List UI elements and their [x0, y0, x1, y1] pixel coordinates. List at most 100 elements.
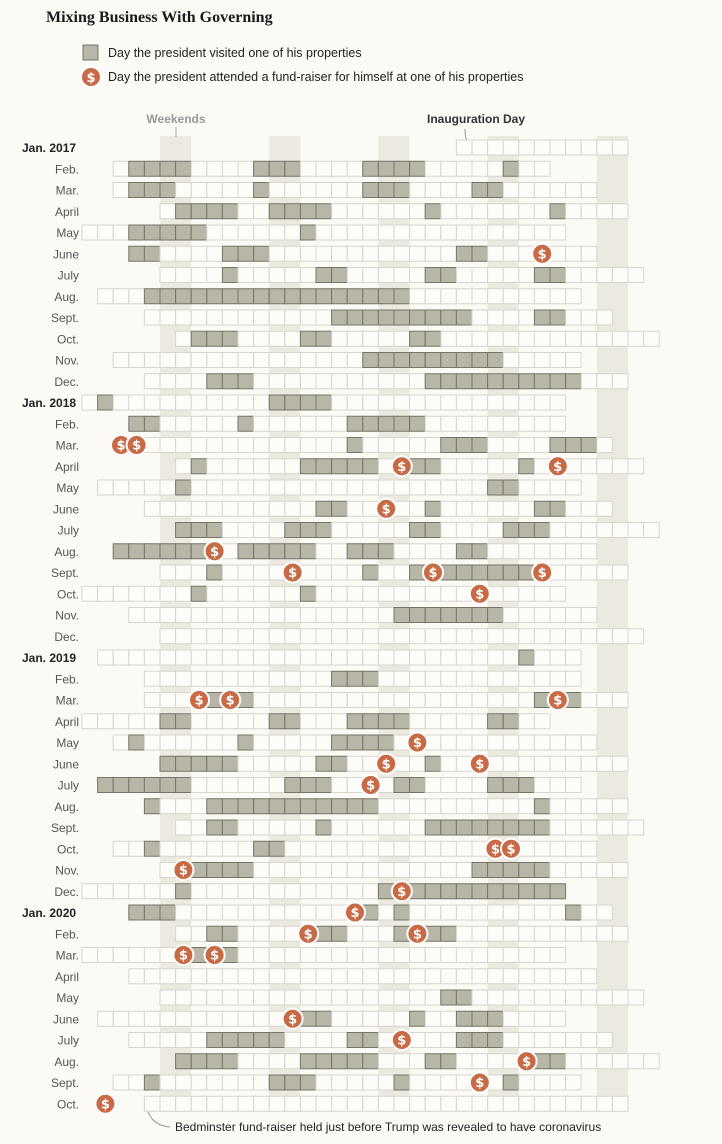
- day-cell: [409, 543, 426, 560]
- day-cell: [362, 713, 379, 730]
- day-cell: [440, 585, 457, 602]
- day-cell: [377, 352, 395, 368]
- month-label: July: [58, 1034, 79, 1048]
- month-row: July: [58, 267, 645, 283]
- day-cell: [253, 543, 270, 560]
- month-row: June: [53, 245, 598, 262]
- day-cell: [424, 862, 442, 878]
- day-cell: [299, 692, 317, 708]
- fundraiser-marker: $: [546, 455, 569, 478]
- day-cell: [268, 628, 286, 645]
- day-cell: [237, 458, 255, 475]
- day-cell: [487, 373, 504, 390]
- day-cell: [315, 394, 333, 411]
- day-cell: [331, 479, 348, 496]
- day-cell: [471, 883, 489, 900]
- day-cell: [362, 415, 379, 432]
- day-cell: [440, 352, 457, 368]
- day-cell: [549, 670, 567, 687]
- day-cell: [190, 352, 208, 368]
- dollar-icon: $: [366, 779, 375, 794]
- day-cell: [518, 458, 535, 475]
- month-label: Jan. 2018: [22, 396, 76, 410]
- day-cell: [596, 989, 613, 1006]
- day-cell: [221, 989, 239, 1006]
- day-cell: [580, 734, 598, 751]
- day-cell: [237, 883, 255, 900]
- day-cell: [533, 840, 551, 857]
- day-cell: [268, 713, 286, 730]
- day-cell: [471, 564, 489, 581]
- day-cell: [143, 1095, 161, 1112]
- day-cell: [487, 1010, 504, 1027]
- day-cell: [502, 500, 520, 517]
- day-cell: [299, 1095, 317, 1112]
- day-cell: [455, 1095, 473, 1112]
- day-cell: [533, 288, 551, 305]
- day-cell: [237, 522, 255, 538]
- day-cell: [455, 734, 473, 751]
- fundraiser-marker: $: [203, 540, 226, 563]
- month-row: May: [56, 224, 567, 241]
- day-cell: [190, 245, 208, 262]
- day-cell: [549, 925, 567, 942]
- fundraiser-marker: $: [406, 922, 429, 945]
- day-cell: [221, 862, 239, 878]
- day-cell: [487, 522, 504, 538]
- day-cell: [409, 692, 426, 708]
- day-cell: [393, 607, 411, 623]
- day-cell: [81, 713, 99, 730]
- day-cell: [159, 309, 177, 326]
- day-cell: [362, 1053, 379, 1070]
- day-cell: [549, 500, 567, 517]
- day-cell: [112, 224, 130, 241]
- day-cell: [315, 989, 333, 1006]
- day-cell: [190, 904, 208, 921]
- day-cell: [97, 394, 114, 411]
- day-cell: [237, 245, 255, 262]
- day-cell: [331, 925, 348, 942]
- day-cell: [533, 1032, 551, 1048]
- day-cell: [533, 394, 551, 411]
- day-cell: [362, 819, 379, 836]
- day-cell: [455, 543, 473, 560]
- day-cell: [424, 989, 442, 1006]
- day-cell: [518, 862, 535, 878]
- day-cell: [533, 777, 551, 793]
- month-label: Nov.: [55, 864, 79, 878]
- day-cell: [253, 798, 270, 815]
- day-cell: [284, 352, 301, 368]
- day-cell: [455, 840, 473, 857]
- day-cell: [487, 649, 504, 666]
- day-cell: [565, 1032, 582, 1048]
- month-label: Nov.: [55, 609, 79, 623]
- fundraiser-marker: $: [94, 1092, 117, 1115]
- day-cell: [362, 734, 379, 751]
- day-cell: [424, 203, 442, 220]
- day-cell: [253, 1010, 270, 1027]
- day-cell: [580, 798, 598, 815]
- day-cell: [533, 1074, 551, 1091]
- day-cell: [518, 309, 535, 326]
- day-cell: [253, 330, 270, 347]
- day-cell: [580, 692, 598, 708]
- day-cell: [502, 628, 520, 645]
- day-cell: [502, 670, 520, 687]
- dollar-icon: $: [226, 694, 235, 709]
- day-cell: [580, 925, 598, 942]
- month-row: July: [58, 1032, 613, 1048]
- day-cell: [502, 734, 520, 751]
- day-cell: [253, 394, 270, 411]
- day-cell: [565, 479, 582, 496]
- day-cell: [175, 160, 192, 177]
- day-cell: [253, 628, 270, 645]
- day-cell: [440, 182, 457, 198]
- day-cell: [440, 947, 457, 963]
- day-cell: [393, 309, 411, 326]
- day-cell: [237, 373, 255, 390]
- day-cell: [549, 224, 567, 241]
- day-cell: [549, 1032, 567, 1048]
- day-cell: [518, 330, 535, 347]
- day-cell: [315, 777, 333, 793]
- day-cell: [331, 245, 348, 262]
